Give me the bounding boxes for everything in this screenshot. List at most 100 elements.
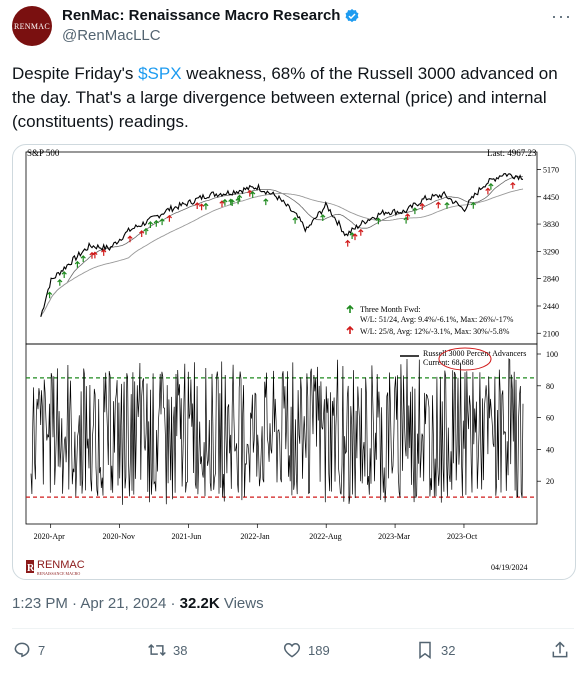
share-button[interactable] xyxy=(550,640,570,660)
red-signal-arrow xyxy=(404,213,411,221)
green-signal-arrow xyxy=(229,199,235,206)
reply-button[interactable]: 7 xyxy=(12,640,45,660)
brand-subtitle: RENAISSANCE MACRO xyxy=(37,571,80,576)
green-signal-arrow xyxy=(375,217,382,225)
xtick-label: 2020-Apr xyxy=(34,532,65,541)
tweet-text-part-1: Despite Friday's xyxy=(12,64,139,83)
more-options-icon[interactable]: ··· xyxy=(551,6,572,26)
bookmark-button[interactable]: 32 xyxy=(415,640,455,660)
breadth-legend: Russell 3000 Percent Advancers Current: … xyxy=(400,347,526,371)
xtick-label: 2023-Mar xyxy=(378,532,410,541)
tweet-time[interactable]: 1:23 PM xyxy=(12,595,68,612)
green-signal-arrow xyxy=(147,221,154,228)
price-ytick-label: 4450 xyxy=(543,193,559,202)
green-signal-arrow xyxy=(470,201,476,209)
display-name[interactable]: RenMac: Renaissance Macro Research xyxy=(62,7,341,24)
green-signal-arrow xyxy=(143,227,149,235)
red-signal-arrow xyxy=(485,187,491,195)
breadth-ytick-label: 80 xyxy=(546,382,554,391)
cashtag-link[interactable]: $SPX xyxy=(138,64,182,83)
retweet-button[interactable]: 38 xyxy=(147,640,187,660)
heart-icon xyxy=(283,642,301,658)
red-signal-arrow xyxy=(92,251,98,259)
red-signal-arrow xyxy=(198,203,205,211)
green-signal-arrow xyxy=(250,191,256,198)
avatar[interactable]: RENMAC xyxy=(12,6,52,46)
tweet-text-part-2: weakness, 68% of the Russell 3000 advanc… xyxy=(12,64,558,131)
green-signal-arrow xyxy=(444,201,450,209)
xtick-label: 2020-Nov xyxy=(103,532,135,541)
green-signal-arrow xyxy=(320,214,326,221)
red-signal-arrow xyxy=(194,202,200,209)
bookmark-count: 32 xyxy=(441,642,456,658)
long-moving-average xyxy=(40,188,524,317)
highlight-circle xyxy=(438,347,492,371)
chart-svg: S&P 500 Last: 4967.23 5170 4450 3830 3290 28… xyxy=(25,148,559,576)
price-ytick-label: 3830 xyxy=(543,220,559,229)
breadth-ytick-label: 60 xyxy=(546,414,554,423)
red-signal-arrow xyxy=(219,200,225,208)
red-signal-arrow xyxy=(419,203,425,210)
chart-image[interactable]: S&P 500 Last: 4967.23 5170 4450 3830 3290 28… xyxy=(12,144,576,580)
green-signal-arrow xyxy=(159,218,165,226)
like-button[interactable]: 189 xyxy=(282,640,330,660)
red-signal-arrow xyxy=(345,239,351,247)
breadth-ytick-label: 100 xyxy=(546,350,558,359)
price-legend: Three Month Fwd: W/L: 51/24, Avg: 9.4%/-… xyxy=(346,304,514,336)
price-ytick-label: 2440 xyxy=(543,302,559,311)
action-bar: 7 38 189 32 xyxy=(12,640,572,670)
green-signal-arrow xyxy=(412,207,418,215)
xtick-label: 2023-Oct xyxy=(447,532,478,541)
breadth-legend-name: Russell 3000 Percent Advancers xyxy=(423,349,526,358)
up-arrow-icon xyxy=(346,304,354,313)
green-signal-arrow xyxy=(292,216,298,224)
legend-line-2: W/L: 51/24, Avg: 9.4%/-6.1%, Max: 26%/-1… xyxy=(360,315,514,324)
green-signal-arrow xyxy=(61,271,67,278)
red-signal-arrow xyxy=(139,230,145,237)
breadth-ytick-label: 40 xyxy=(546,445,554,454)
divider xyxy=(12,628,574,629)
red-signal-arrow xyxy=(510,181,516,189)
green-signal-arrow xyxy=(263,198,269,206)
xtick-label: 2021-Jun xyxy=(171,532,201,541)
price-ytick-label: 5170 xyxy=(543,166,559,175)
green-signal-arrow xyxy=(349,232,355,239)
meta-separator-2: · xyxy=(166,595,180,612)
chart-date: 04/19/2024 xyxy=(491,563,527,572)
retweet-count: 38 xyxy=(173,642,188,658)
bookmark-icon xyxy=(419,641,431,659)
brand-name: RENMAC xyxy=(37,559,85,571)
breadth-panel-frame xyxy=(25,343,538,525)
legend-line-3: W/L: 25/8, Avg: 12%/-3.1%, Max: 30%/-5.8… xyxy=(360,327,510,336)
verified-badge-icon xyxy=(346,8,359,22)
tweet-date[interactable]: Apr 21, 2024 xyxy=(80,595,167,612)
red-up-arrow-icon xyxy=(346,325,354,334)
breadth-legend-current: Current: 68.688 xyxy=(423,358,474,367)
green-signal-arrow xyxy=(203,202,209,210)
green-signal-arrow xyxy=(80,255,86,262)
legend-line-1: Three Month Fwd: xyxy=(360,305,420,314)
views-count: 32.2K xyxy=(179,595,220,612)
tweet-meta: 1:23 PM · Apr 21, 2024 · 32.2K Views xyxy=(12,595,264,612)
chart-footer: R RENMAC RENAISSANCE MACRO 04/19/2024 xyxy=(26,559,527,576)
reply-count: 7 xyxy=(38,642,46,658)
short-moving-average xyxy=(40,176,523,317)
green-signal-arrow xyxy=(222,198,228,206)
red-signal-arrow xyxy=(127,235,133,243)
author-name-row: RenMac: Renaissance Macro Research xyxy=(62,7,360,24)
breadth-ytick-label: 20 xyxy=(546,477,554,486)
views-label: Views xyxy=(219,595,264,612)
green-signal-arrow xyxy=(74,260,81,268)
green-signal-arrow xyxy=(488,182,494,190)
green-signal-arrow xyxy=(57,278,63,286)
retweet-icon xyxy=(148,643,166,657)
author-handle[interactable]: @RenMacLLC xyxy=(62,27,161,44)
renmac-logo-icon xyxy=(26,560,34,573)
green-signal-arrow xyxy=(236,194,243,202)
price-ytick-label: 3290 xyxy=(543,248,559,257)
green-signal-arrow xyxy=(46,291,53,299)
like-count: 189 xyxy=(308,642,330,658)
red-signal-arrow xyxy=(166,214,173,222)
red-signal-arrow xyxy=(101,249,107,256)
red-signal-arrow xyxy=(352,233,358,241)
